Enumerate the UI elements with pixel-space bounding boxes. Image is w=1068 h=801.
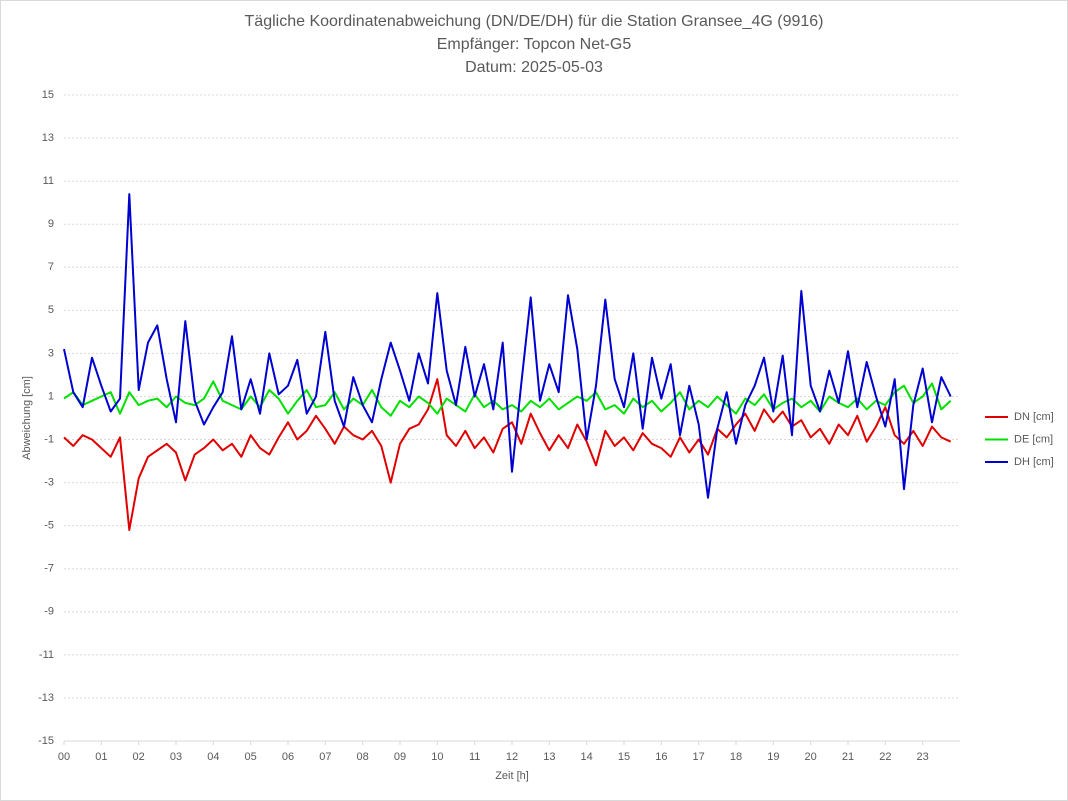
x-tick-label: 14 [581, 751, 593, 763]
y-tick-label: 15 [42, 89, 54, 101]
y-tick-label: -7 [44, 563, 54, 575]
legend-label: DH [cm] [1014, 456, 1054, 468]
y-tick-label: 3 [48, 347, 54, 359]
x-tick-label: 02 [133, 751, 145, 763]
y-tick-label: 5 [48, 304, 54, 316]
y-tick-label: -5 [44, 520, 54, 532]
x-tick-label: 11 [469, 751, 480, 763]
x-tick-label: 19 [767, 751, 779, 763]
x-tick-label: 22 [879, 751, 891, 763]
x-tick-label: 03 [170, 751, 182, 763]
x-tick-label: 08 [357, 751, 369, 763]
x-tick-label: 20 [805, 751, 817, 763]
x-tick-label: 21 [842, 751, 854, 763]
x-tick-label: 07 [319, 751, 331, 763]
legend-label: DN [cm] [1014, 411, 1054, 423]
y-tick-label: -9 [44, 606, 54, 618]
y-tick-label: -11 [39, 649, 54, 661]
y-tick-label: 11 [43, 175, 54, 187]
y-tick-label: -13 [38, 692, 54, 704]
chart-title: Tägliche Koordinatenabweichung (DN/DE/DH… [245, 13, 824, 30]
x-axis-label: Zeit [h] [495, 770, 529, 782]
x-tick-label: 12 [506, 751, 518, 763]
x-tick-label: 05 [245, 751, 257, 763]
x-tick-label: 00 [58, 751, 70, 763]
data-line [63, 193, 952, 499]
data-line [63, 378, 952, 531]
x-tick-label: 13 [543, 751, 555, 763]
x-tick-label: 23 [917, 751, 929, 763]
x-tick-label: 06 [282, 751, 294, 763]
x-tick-label: 04 [207, 751, 219, 763]
x-tick-label: 16 [655, 751, 667, 763]
y-tick-label: -15 [38, 735, 54, 747]
chart-date: Datum: 2025-05-03 [465, 59, 603, 76]
x-tick-label: 01 [95, 751, 107, 763]
x-tick-label: 09 [394, 751, 406, 763]
x-tick-label: 10 [431, 751, 443, 763]
x-tick-label: 18 [730, 751, 742, 763]
legend-label: DE [cm] [1014, 433, 1053, 445]
y-tick-label: 13 [42, 132, 54, 144]
y-tick-label: 1 [48, 390, 54, 402]
x-tick-label: 15 [618, 751, 630, 763]
x-tick-label: 17 [693, 751, 705, 763]
y-tick-label: -3 [44, 477, 54, 489]
y-axis-label: Abweichung [cm] [21, 376, 33, 460]
y-tick-label: -1 [44, 433, 54, 445]
chart-subtitle: Empfänger: Topcon Net-G5 [437, 36, 632, 53]
y-tick-label: 7 [48, 261, 54, 273]
y-tick-label: 9 [48, 218, 54, 230]
